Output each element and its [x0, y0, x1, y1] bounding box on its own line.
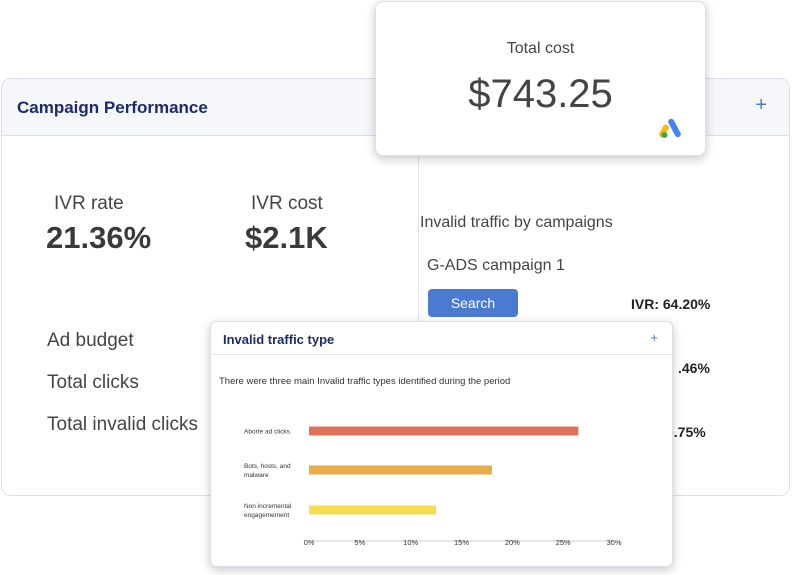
x-tick-label: 25% — [556, 538, 571, 547]
invalid-traffic-type-card: Invalid traffic type + There were three … — [210, 321, 673, 567]
invalid-traffic-type-chart: Aborte ad clicks Bots, hosts, and malware N… — [244, 426, 622, 547]
google-ads-icon — [659, 118, 681, 138]
ivr-rate-label: IVR rate — [54, 193, 124, 214]
x-tick-label: 5% — [354, 538, 365, 547]
ivr-rate-value: 21.36% — [46, 220, 152, 255]
x-tick-label: 30% — [606, 538, 621, 547]
category-label: Aborte ad clicks — [244, 429, 291, 436]
chart-bar — [309, 505, 437, 515]
logo-bar-left — [659, 124, 669, 138]
campaign-performance-title: Campaign Performance — [17, 98, 208, 117]
add-icon[interactable]: + — [755, 94, 767, 116]
total-cost-label: Total cost — [506, 40, 575, 57]
ivr-cost-label: IVR cost — [251, 193, 323, 214]
total-cost-card: Total cost $743.25 — [375, 1, 706, 156]
ivr-value-3: 0.75% — [666, 424, 706, 440]
logo-bar-right — [668, 118, 681, 138]
invalid-traffic-type-title: Invalid traffic type — [223, 332, 335, 347]
total-clicks-label: Total clicks — [47, 372, 139, 393]
logo-dot — [661, 132, 668, 138]
category-label-line: Bots, hosts, and — [244, 463, 291, 470]
search-button[interactable]: Search — [428, 289, 518, 317]
ad-budget-label: Ad budget — [47, 330, 134, 351]
add-icon[interactable]: + — [650, 330, 658, 345]
ivr-value-2: .46% — [678, 360, 710, 376]
invalid-traffic-by-campaigns-title: Invalid traffic by campaigns — [420, 214, 613, 231]
column-divider — [418, 136, 419, 495]
category-label-line: Aborte ad clicks — [244, 429, 291, 436]
total-cost-value: $743.25 — [468, 72, 613, 116]
chart-bar — [309, 426, 579, 436]
category-label-line: Non incremental — [244, 503, 292, 510]
x-tick-label: 20% — [505, 538, 520, 547]
x-tick-label: 0% — [304, 538, 315, 547]
chart-bar — [309, 465, 492, 475]
x-tick-label: 15% — [454, 538, 469, 547]
ivr-value-1: IVR: 64.20% — [631, 296, 711, 312]
x-tick-label: 10% — [403, 538, 418, 547]
category-label-line: malware — [244, 472, 269, 479]
total-invalid-clicks-label: Total invalid clicks — [47, 414, 198, 435]
ivr-cost-value: $2.1K — [245, 220, 328, 255]
invalid-traffic-type-description: There were three main Invalid traffic ty… — [219, 376, 511, 387]
category-label: Non incremental engagemement — [244, 503, 292, 519]
invalid-traffic-type-header: Invalid traffic type + — [211, 322, 672, 355]
campaign-name: G-ADS campaign 1 — [427, 257, 565, 274]
category-label: Bots, hosts, and malware — [244, 463, 291, 479]
category-label-line: engagemement — [244, 512, 289, 519]
